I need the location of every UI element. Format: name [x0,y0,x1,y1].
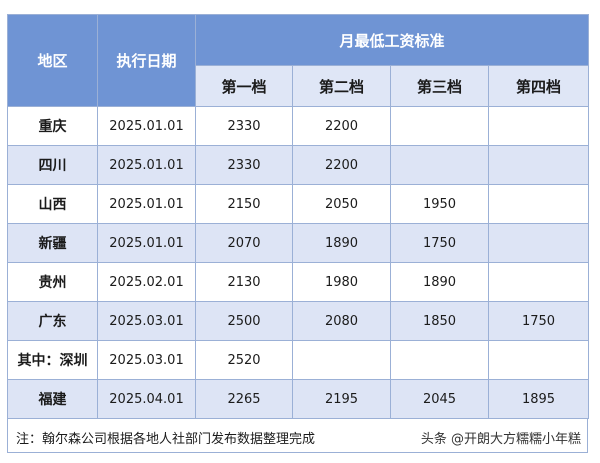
header-tier-1: 第一档 [195,65,293,107]
tier-4-cell [487,223,590,263]
region-cell: 福建 [7,379,98,419]
tier-3-cell: 2045 [390,379,489,419]
tier-1-cell: 2070 [195,223,293,263]
region-cell: 贵州 [7,262,98,302]
tier-1-cell: 2130 [195,262,293,302]
region-cell: 山西 [7,184,98,224]
date-cell: 2025.01.01 [97,184,196,224]
tier-2-cell: 1890 [292,223,391,263]
minimum-wage-table: 地区 执行日期 月最低工资标准 第一档 第二档 第三档 第四档 重庆 2025.… [7,14,590,419]
table-row: 贵州 2025.02.01 2130 1980 1890 [7,262,590,302]
header-tier-4: 第四档 [487,65,590,107]
table-row: 山西 2025.01.01 2150 2050 1950 [7,184,590,224]
table-row: 重庆 2025.01.01 2330 2200 [7,106,590,146]
tier-3-cell [390,106,489,146]
watermark: 头条 @开朗大方糯糯小年糕 [420,432,581,447]
table-row: 新疆 2025.01.01 2070 1890 1750 [7,223,590,263]
date-cell: 2025.03.01 [97,340,196,380]
tier-2-cell: 2200 [292,106,391,146]
region-cell: 四川 [7,145,98,185]
date-cell: 2025.01.01 [97,145,196,185]
tier-3-cell: 1750 [390,223,489,263]
date-cell: 2025.01.01 [97,106,196,146]
date-cell: 2025.02.01 [97,262,196,302]
tier-1-cell: 2330 [195,145,293,185]
tier-2-cell: 2080 [292,301,391,341]
date-cell: 2025.03.01 [97,301,196,341]
tier-4-cell [487,106,590,146]
tier-2-cell: 2200 [292,145,391,185]
tier-1-cell: 2500 [195,301,293,341]
tier-1-cell: 2330 [195,106,293,146]
header-region: 地区 [7,14,98,107]
tier-1-cell: 2265 [195,379,293,419]
header-tier-2: 第二档 [292,65,391,107]
date-cell: 2025.04.01 [97,379,196,419]
tier-3-cell [390,145,489,185]
tier-1-cell: 2520 [195,340,293,380]
table-row: 其中：深圳 2025.03.01 2520 [7,340,590,380]
tier-3-cell: 1850 [390,301,489,341]
tier-4-cell: 1750 [487,301,590,341]
header-tier-3: 第三档 [390,65,489,107]
table-row: 广东 2025.03.01 2500 2080 1850 1750 [7,301,590,341]
header-date: 执行日期 [97,14,196,107]
tier-3-cell [390,340,489,380]
region-cell: 其中：深圳 [7,340,98,380]
tier-4-cell [487,145,590,185]
source-note-row: 注：翰尔森公司根据各地人社部门发布数据整理完成 头条 @开朗大方糯糯小年糕 [7,419,588,453]
tier-3-cell: 1890 [390,262,489,302]
tier-3-cell: 1950 [390,184,489,224]
wage-table-container: 地区 执行日期 月最低工资标准 第一档 第二档 第三档 第四档 重庆 2025.… [7,14,590,454]
source-note: 注：翰尔森公司根据各地人社部门发布数据整理完成 [16,432,316,447]
tier-4-cell [487,340,590,380]
tier-4-cell: 1895 [487,379,590,419]
tier-4-cell [487,184,590,224]
table-row: 福建 2025.04.01 2265 2195 2045 1895 [7,379,590,419]
date-cell: 2025.01.01 [97,223,196,263]
region-cell: 新疆 [7,223,98,263]
tier-2-cell: 1980 [292,262,391,302]
tier-2-cell: 2195 [292,379,391,419]
region-cell: 广东 [7,301,98,341]
tier-2-cell: 2050 [292,184,391,224]
tier-4-cell [487,262,590,302]
table-row: 四川 2025.01.01 2330 2200 [7,145,590,185]
tier-2-cell [292,340,391,380]
region-cell: 重庆 [7,106,98,146]
header-wage-group: 月最低工资标准 [194,14,590,66]
tier-1-cell: 2150 [195,184,293,224]
